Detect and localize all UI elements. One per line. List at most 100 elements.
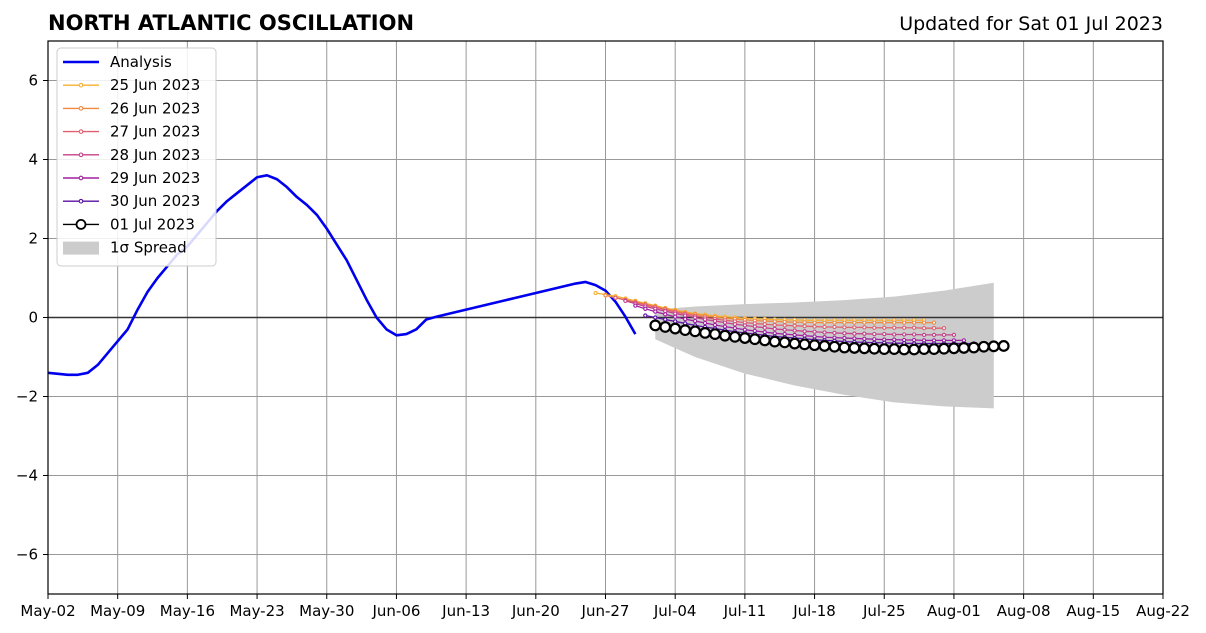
forecast-point — [862, 331, 867, 336]
forecast-point — [902, 320, 907, 325]
legend-marker — [78, 106, 84, 111]
forecast-point — [792, 320, 797, 325]
forecast-layer — [593, 290, 1010, 356]
forecast-point — [852, 325, 857, 330]
forecast-point — [938, 342, 950, 355]
legend-entry: 28 Jun 2023 — [63, 146, 200, 164]
forecast-point — [712, 322, 718, 328]
forecast-point — [653, 309, 658, 314]
y-tick-label: −6 — [16, 546, 38, 564]
forecast-point — [882, 325, 887, 330]
forecast-point — [872, 331, 877, 337]
legend-label: 25 Jun 2023 — [110, 76, 200, 94]
forecast-point — [848, 342, 861, 354]
x-tick-label: Aug-08 — [997, 602, 1051, 620]
forecast-point — [702, 320, 708, 326]
forecast-point — [822, 324, 827, 330]
forecast-point — [808, 339, 821, 352]
forecast-point — [603, 293, 608, 298]
legend-marker — [78, 82, 84, 88]
forecast-point — [892, 337, 897, 342]
forecast-point — [802, 320, 807, 325]
forecast-point — [722, 324, 728, 329]
forecast-point — [692, 315, 698, 320]
forecast-point — [792, 323, 797, 328]
forecast-point — [689, 325, 701, 338]
x-tick-label: Jun-06 — [371, 602, 420, 620]
forecast-point — [742, 323, 748, 328]
forecast-point — [838, 341, 851, 354]
legend-entry: 1σ Spread — [63, 239, 187, 257]
forecast-point — [792, 328, 797, 333]
forecast-point — [669, 322, 682, 335]
x-tick-label: Aug-15 — [1066, 602, 1120, 620]
y-tick-label: 4 — [28, 151, 38, 169]
forecast-point — [623, 298, 628, 304]
legend-entry: Analysis — [63, 53, 172, 71]
forecast-point — [812, 320, 817, 325]
forecast-point — [782, 319, 787, 324]
legend-label: 30 Jun 2023 — [110, 192, 200, 210]
forecast-point — [842, 325, 847, 330]
forecast-point — [673, 314, 678, 319]
forecast-point — [659, 321, 672, 333]
forecast-point — [778, 336, 791, 349]
analysis-layer — [47, 174, 637, 377]
forecast-point — [842, 320, 847, 325]
forecast-point — [921, 320, 927, 325]
legend-label: 26 Jun 2023 — [110, 99, 200, 117]
legend-label: 01 Jul 2023 — [110, 215, 195, 233]
forecast-point — [908, 343, 921, 356]
legend-entry: 01 Jul 2023 — [63, 215, 195, 233]
forecast-point — [748, 333, 761, 346]
forecast-point — [822, 320, 827, 325]
forecast-point — [842, 331, 847, 336]
y-tick-label: −2 — [16, 388, 38, 406]
forecast-point — [842, 335, 847, 341]
forecast-point — [832, 330, 837, 336]
forecast-point — [872, 325, 877, 330]
forecast-series-4 — [623, 298, 957, 338]
legend-label: 27 Jun 2023 — [110, 123, 200, 141]
forecast-point — [911, 337, 917, 343]
forecast-point — [918, 343, 930, 356]
forecast-point — [902, 332, 907, 337]
y-tick-label: 2 — [28, 230, 38, 248]
forecast-point — [818, 340, 831, 352]
forecast-point — [852, 336, 857, 341]
forecast-point — [911, 320, 917, 325]
forecast-point — [772, 319, 777, 324]
forecast-point — [758, 334, 771, 347]
forecast-point — [692, 318, 698, 324]
plot-area — [47, 40, 1164, 595]
forecast-point — [987, 340, 1000, 353]
forecast-point — [902, 325, 907, 330]
forecast-point — [882, 331, 887, 337]
forecast-point — [957, 342, 970, 354]
forecast-point — [862, 336, 867, 341]
forecast-point — [682, 316, 688, 322]
legend-label: 1σ Spread — [110, 239, 187, 257]
forecast-point — [768, 335, 781, 348]
y-tick-label: −4 — [16, 467, 38, 485]
forecast-point — [613, 295, 618, 300]
legend-marker — [78, 152, 84, 158]
forecast-point — [732, 322, 738, 327]
forecast-point — [951, 332, 957, 338]
forecast-point — [858, 342, 871, 355]
forecast-point — [931, 320, 937, 325]
forecast-point — [732, 326, 738, 331]
analysis-line — [47, 174, 637, 377]
x-tick-label: Aug-22 — [1136, 602, 1190, 620]
forecast-point — [752, 324, 757, 329]
forecast-point — [812, 324, 817, 329]
chart-title: NORTH ATLANTIC OSCILLATION — [48, 11, 414, 35]
forecast-line — [595, 292, 925, 321]
forecast-point — [663, 317, 668, 322]
forecast-point — [997, 340, 1010, 352]
forecast-point — [921, 332, 927, 338]
forecast-series-5 — [633, 303, 967, 343]
forecast-line — [605, 294, 935, 324]
forecast-point — [911, 325, 917, 330]
forecast-point — [852, 331, 857, 336]
